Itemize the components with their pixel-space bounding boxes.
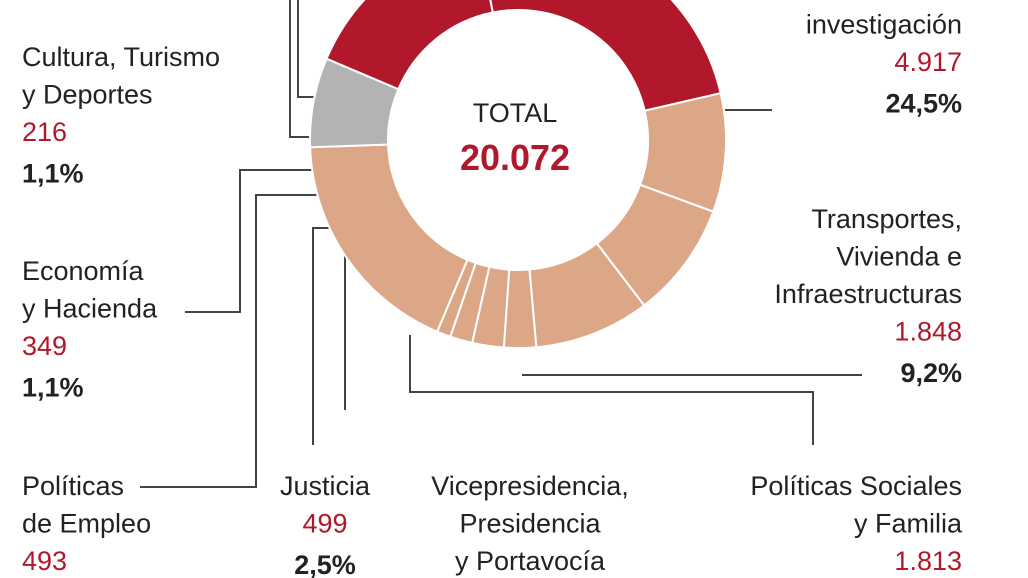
leader-line <box>185 169 316 313</box>
segment-name: de Empleo <box>22 509 151 539</box>
donut-segment <box>489 0 722 112</box>
segment-name: Educación e <box>813 0 962 2</box>
center-value: 20.072 <box>460 137 570 178</box>
segment-name: Transportes, <box>811 204 962 234</box>
leader-line <box>289 0 318 138</box>
donut <box>309 0 727 349</box>
segment-value: 1.848 <box>894 317 962 347</box>
segment-name: Infraestructuras <box>774 279 962 309</box>
segment-name: Economía <box>22 256 145 286</box>
center-title: TOTAL <box>473 98 558 128</box>
segment-name: Vivienda e <box>836 242 962 272</box>
labels: Educación e investigación 4.917 24,5% Transp… <box>22 0 963 578</box>
segment-value: 349 <box>22 331 67 361</box>
segment-percent: 2,5% <box>294 550 356 578</box>
segment-name: y Familia <box>854 509 963 539</box>
segment-name: Cultura, Turismo <box>22 42 220 72</box>
segment-name: Justicia <box>280 471 371 501</box>
segment-name: Políticas <box>22 471 124 501</box>
segment-value: 4.917 <box>894 47 962 77</box>
leader-line <box>140 194 322 488</box>
segment-value: 1.813 <box>894 546 962 576</box>
segment-name: Vicepresidencia, <box>431 471 629 501</box>
segment-value: 499 <box>302 509 347 539</box>
other-segments <box>309 143 469 333</box>
segment-percent: 24,5% <box>885 89 962 119</box>
segment-name: y Deportes <box>22 80 153 110</box>
leader-line <box>297 0 315 98</box>
leader-lines <box>140 0 862 488</box>
segment-value: 493 <box>22 546 67 576</box>
segment-percent: 1,1% <box>22 373 84 403</box>
segment-name: investigación <box>806 10 962 40</box>
segment-percent: 9,2% <box>900 358 962 388</box>
segment-value: 216 <box>22 117 67 147</box>
other-segment <box>325 0 494 91</box>
leader-line <box>312 227 332 445</box>
leader-line <box>409 335 814 445</box>
segment-percent: 1,1% <box>22 159 84 189</box>
segment-name: Políticas Sociales <box>750 471 962 501</box>
segment-name: Presidencia <box>459 509 601 539</box>
segment-name: y Hacienda <box>22 294 158 324</box>
segment-name: y Portavocía <box>455 546 606 576</box>
